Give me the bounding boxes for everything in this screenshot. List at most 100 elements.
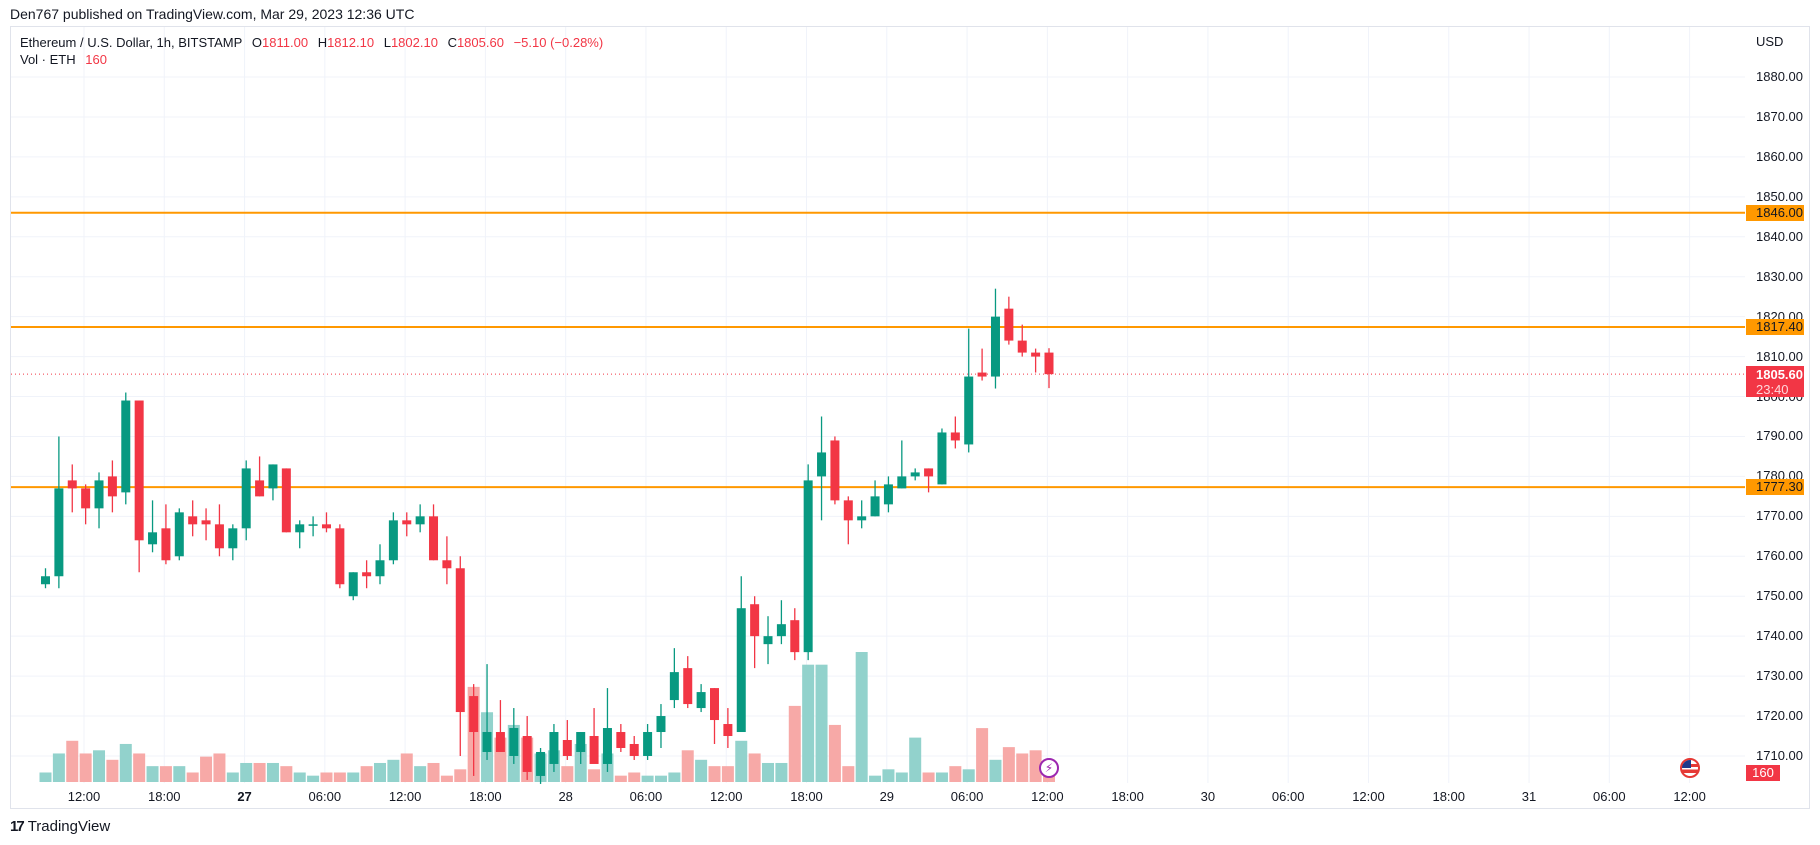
candle-body [964, 376, 974, 445]
time-tick-label: 29 [879, 789, 895, 804]
volume-bar [802, 664, 815, 782]
volume-bar [1016, 753, 1029, 782]
published-by-text: Den767 published on TradingView.com, Mar… [10, 6, 415, 22]
candle-body [188, 516, 198, 525]
us-flag-event-icon[interactable] [1680, 758, 1700, 778]
volume-label[interactable]: Vol · ETH [20, 52, 76, 67]
volume-bar [775, 762, 788, 782]
volume-bar [641, 775, 654, 782]
volume-bar [735, 740, 748, 782]
currency-label[interactable]: USD [1756, 34, 1784, 49]
candle-body [375, 560, 385, 577]
candle-body [228, 528, 238, 549]
volume-bar [119, 743, 132, 782]
price-tick-label: 1730.00 [1756, 668, 1803, 684]
candle-body [536, 751, 546, 776]
volume-bar [628, 772, 641, 782]
candle-body [321, 524, 331, 529]
candle-body [549, 732, 559, 764]
time-tick-label: 30 [1200, 789, 1216, 804]
volume-bar [240, 762, 253, 782]
volume-bar [762, 762, 775, 782]
time-tick-label: 18:00 [1432, 789, 1466, 804]
time-tick-label: 12:00 [1031, 789, 1064, 804]
time-tick-label: 12:00 [67, 789, 101, 804]
volume-bar [895, 772, 908, 782]
candle-body [268, 464, 278, 489]
price-tick-label: 1770.00 [1756, 508, 1803, 524]
candle-body [790, 620, 800, 653]
symbol-title[interactable]: Ethereum / U.S. Dollar, 1h, BITSTAMP [20, 35, 243, 50]
bar-countdown: 23:40 [1756, 382, 1789, 398]
level-price-tag[interactable]: 1846.00 [1746, 204, 1804, 221]
price-tick-label: 1760.00 [1756, 548, 1803, 564]
time-tick-label: 12:00 [709, 789, 743, 804]
volume-bar [935, 772, 948, 782]
volume-bar [1029, 750, 1042, 782]
candle-body [214, 524, 224, 549]
volume-bar [989, 759, 1002, 782]
price-tick-label: 1860.00 [1756, 148, 1803, 164]
volume-bar [588, 769, 601, 782]
price-tick-label: 1720.00 [1756, 708, 1803, 724]
volume-bar [561, 766, 574, 782]
tradingview-mark-icon: 17 [10, 818, 25, 835]
volume-bar [922, 772, 935, 782]
candle-body [107, 476, 117, 497]
candle-body [442, 560, 452, 569]
volume-bar [374, 762, 386, 782]
candle-body [41, 576, 50, 585]
candle-body [281, 468, 291, 533]
candle-body [870, 496, 880, 517]
candle-body [924, 468, 934, 477]
volume-bar [414, 766, 427, 782]
candle-body [1017, 340, 1027, 353]
candle-body [54, 488, 64, 577]
volume-bar [748, 753, 761, 782]
candle-body [830, 440, 840, 501]
candle-body [910, 472, 920, 477]
lightning-event-icon[interactable]: ⚡ [1039, 758, 1059, 778]
candle-body [629, 743, 639, 756]
candle-body [94, 480, 104, 509]
volume-bar [347, 772, 360, 782]
current-price-value: 1805.60 [1756, 367, 1803, 383]
price-tick-label: 1710.00 [1756, 747, 1803, 763]
candle-body [897, 476, 907, 489]
volume-bar [614, 775, 627, 782]
volume-bar [133, 753, 146, 782]
chart-frame [10, 26, 1810, 809]
volume-legend-row: Vol · ETH 160 [20, 51, 603, 68]
candle-body [1004, 308, 1014, 341]
volume-price-tag: 160 [1746, 765, 1780, 781]
price-tick-label: 1850.00 [1756, 188, 1803, 204]
level-price-tag[interactable]: 1777.30 [1746, 479, 1804, 496]
candle-body [950, 432, 960, 441]
candle-body [482, 732, 492, 752]
candle-body [509, 728, 519, 756]
price-tick-label: 1740.00 [1756, 628, 1803, 644]
time-tick-label: 06:00 [308, 789, 342, 804]
volume-bar [79, 753, 92, 782]
volume-bar [320, 772, 333, 782]
volume-bar [869, 775, 882, 782]
time-tick-label: 27 [237, 789, 252, 804]
candle-body [388, 520, 398, 561]
candle-body [937, 432, 947, 485]
volume-bar [681, 750, 694, 782]
tradingview-brand: TradingView [27, 818, 111, 835]
candle-body [750, 604, 760, 637]
candle-body [576, 732, 586, 752]
tradingview-logo[interactable]: 17 TradingView [10, 818, 110, 835]
candle-body [415, 516, 425, 525]
candle-body [669, 672, 679, 701]
candle-body [723, 724, 733, 737]
level-price-tag[interactable]: 1817.40 [1746, 319, 1804, 336]
volume-bar [815, 664, 828, 782]
candle-body [857, 516, 867, 521]
candle-body [134, 400, 144, 541]
candle-body [241, 468, 251, 529]
volume-bar [882, 769, 895, 782]
volume-bar [173, 766, 186, 782]
